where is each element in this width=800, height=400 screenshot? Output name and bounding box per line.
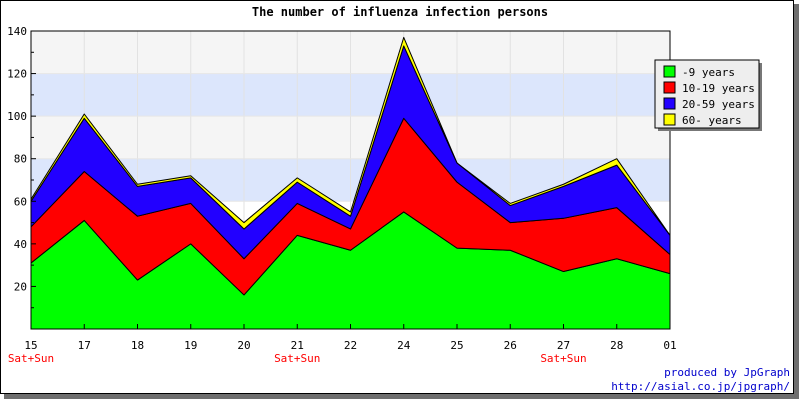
y-axis: 20 40 60 80 100 120 140 <box>7 25 36 329</box>
y-tick-label: 120 <box>7 68 27 81</box>
x-tick-label: 17 <box>78 339 91 352</box>
x-tick-label: 28 <box>610 339 623 352</box>
x-tick-label: 18 <box>131 339 144 352</box>
area-series-3 <box>30 36 671 236</box>
legend-label: 20-59 years <box>682 98 755 111</box>
plot-area <box>30 30 671 330</box>
x-tick-label: 15 <box>24 339 37 352</box>
x-tick-label: 25 <box>450 339 463 352</box>
x-sublabel: Sat+Sun <box>540 352 586 365</box>
y-tick-label: 40 <box>14 238 27 251</box>
legend-swatch <box>663 113 676 126</box>
legend-swatch <box>663 65 676 78</box>
x-tick-label: 21 <box>291 339 304 352</box>
y-tick-label: 140 <box>7 25 27 38</box>
legend-label: -9 years <box>682 66 735 79</box>
y-tick-label: 20 <box>14 280 27 293</box>
legend-swatch <box>663 97 676 110</box>
x-sublabel: Sat+Sun <box>274 352 320 365</box>
credit-producer: produced by JpGraph <box>664 366 790 379</box>
x-tick-label: 20 <box>237 339 250 352</box>
legend-swatch <box>663 81 676 94</box>
x-tick-label: 24 <box>397 339 411 352</box>
y-tick-label: 60 <box>14 195 27 208</box>
y-tick-label: 100 <box>7 110 27 123</box>
x-tick-label: 01 <box>663 339 676 352</box>
x-sublabel: Sat+Sun <box>8 352 54 365</box>
legend: -9 years 10-19 years 20-59 years 60- years <box>654 59 762 131</box>
chart-title: The number of influenza infection person… <box>252 5 548 19</box>
y-tick-label: 80 <box>14 153 27 166</box>
legend-label: 60- years <box>682 114 742 127</box>
credit-url[interactable]: http://asial.co.jp/jpgraph/ <box>611 380 790 393</box>
legend-label: 10-19 years <box>682 82 755 95</box>
x-tick-label: 27 <box>557 339 570 352</box>
x-tick-label: 26 <box>504 339 517 352</box>
x-tick-label: 22 <box>344 339 357 352</box>
x-tick-label: 19 <box>184 339 197 352</box>
